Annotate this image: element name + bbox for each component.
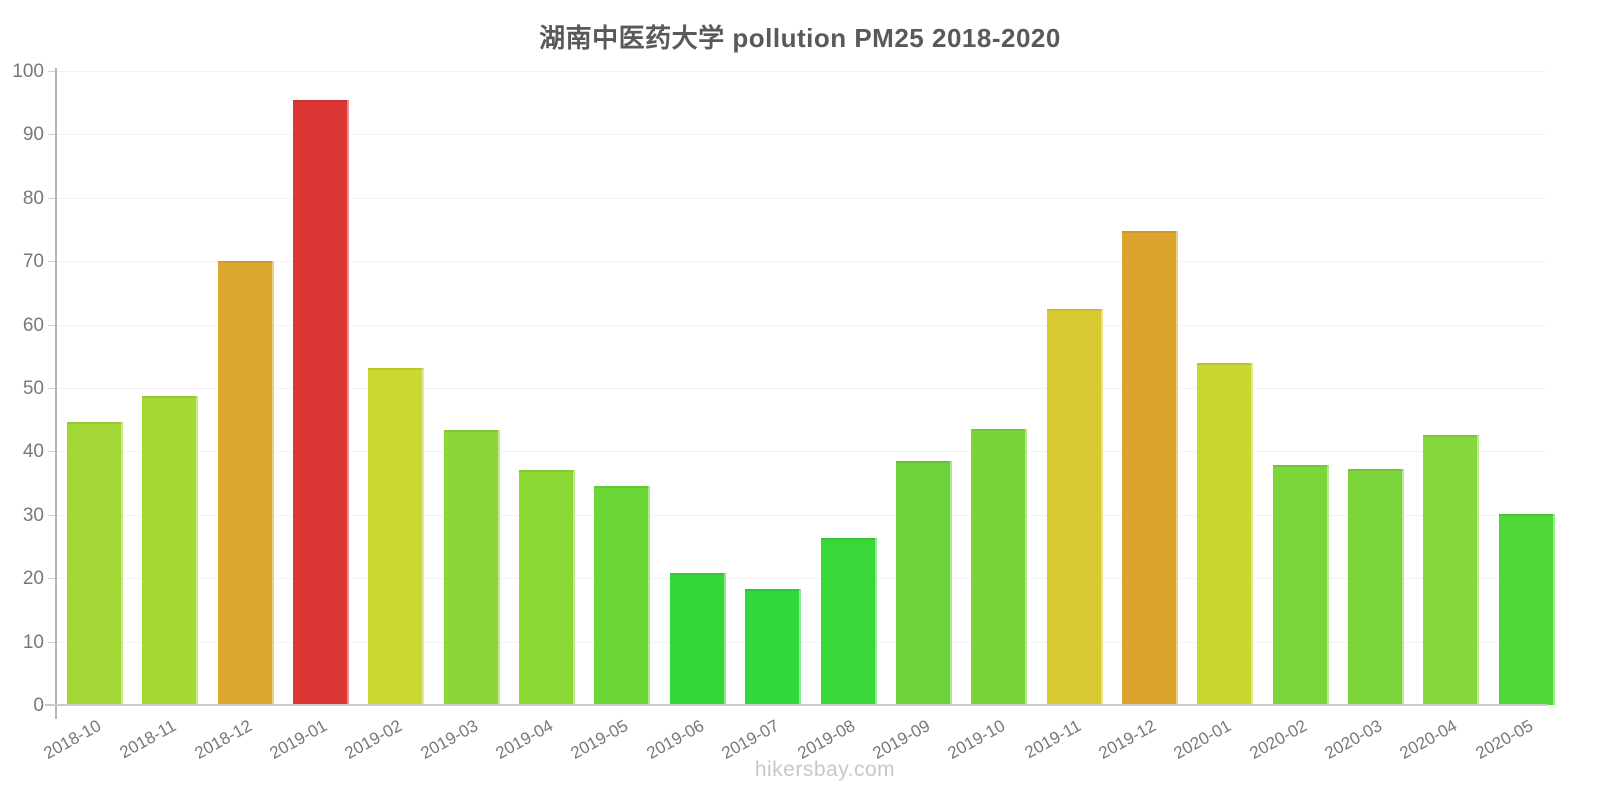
y-axis-line: [55, 68, 57, 719]
x-axis-line: [45, 704, 1547, 706]
bar-2020-05: [1498, 514, 1555, 705]
y-axis-label-50: 50: [22, 378, 44, 399]
bar-2020-02: [1272, 464, 1329, 705]
gridline-70: [57, 261, 1545, 263]
y-axis-label-10: 10: [22, 631, 44, 653]
bar-2019-08: [820, 537, 877, 705]
bar-2019-10: [971, 428, 1028, 705]
bar-2018-10: [67, 421, 123, 705]
bar-2018-12: [217, 261, 274, 705]
bar-2019-03: [443, 430, 500, 705]
bar-2018-11: [142, 395, 199, 705]
y-tick-70: [48, 261, 55, 263]
bar-2019-05: [594, 486, 651, 705]
y-tick-10: [48, 641, 55, 643]
bar-2020-01: [1197, 363, 1254, 705]
bar-2019-09: [895, 460, 952, 705]
bar-2019-06: [669, 573, 726, 705]
y-axis-label-80: 80: [22, 187, 44, 209]
bar-2019-04: [519, 469, 576, 705]
y-axis-label-60: 60: [22, 314, 44, 336]
y-tick-40: [48, 451, 55, 453]
chart-title: 湖南中医药大学 pollution PM25 2018-2020: [539, 23, 1061, 53]
y-tick-60: [48, 324, 55, 326]
y-axis-label-100: 100: [12, 61, 44, 82]
bar-2020-03: [1347, 468, 1404, 705]
y-axis-label-40: 40: [22, 441, 44, 463]
y-tick-50: [48, 388, 55, 389]
y-axis-label-30: 30: [22, 504, 44, 526]
gridline-50: [57, 388, 1545, 389]
y-axis-label-90: 90: [22, 124, 44, 146]
bar-2020-04: [1423, 434, 1480, 705]
bar-2019-07: [745, 588, 802, 705]
watermark: hikersbay.com: [754, 758, 896, 781]
gridline-80: [57, 197, 1545, 199]
bar-2019-01: [293, 99, 350, 705]
y-tick-20: [48, 578, 55, 580]
y-tick-80: [48, 197, 55, 199]
gridline-100: [57, 71, 1545, 72]
gridline-30: [57, 514, 1545, 516]
gridline-40: [57, 451, 1545, 453]
bar-2019-02: [368, 367, 425, 705]
y-axis-label-70: 70: [22, 251, 44, 273]
gridline-60: [57, 324, 1545, 326]
y-axis-label-20: 20: [22, 568, 44, 590]
bar-2019-12: [1121, 231, 1178, 705]
y-tick-90: [48, 134, 55, 136]
gridline-90: [57, 134, 1545, 136]
gridline-20: [57, 578, 1545, 580]
y-axis-label-0: 0: [33, 695, 44, 716]
y-tick-30: [48, 514, 55, 516]
y-tick-100: [48, 71, 55, 72]
bar-2019-11: [1046, 308, 1103, 705]
